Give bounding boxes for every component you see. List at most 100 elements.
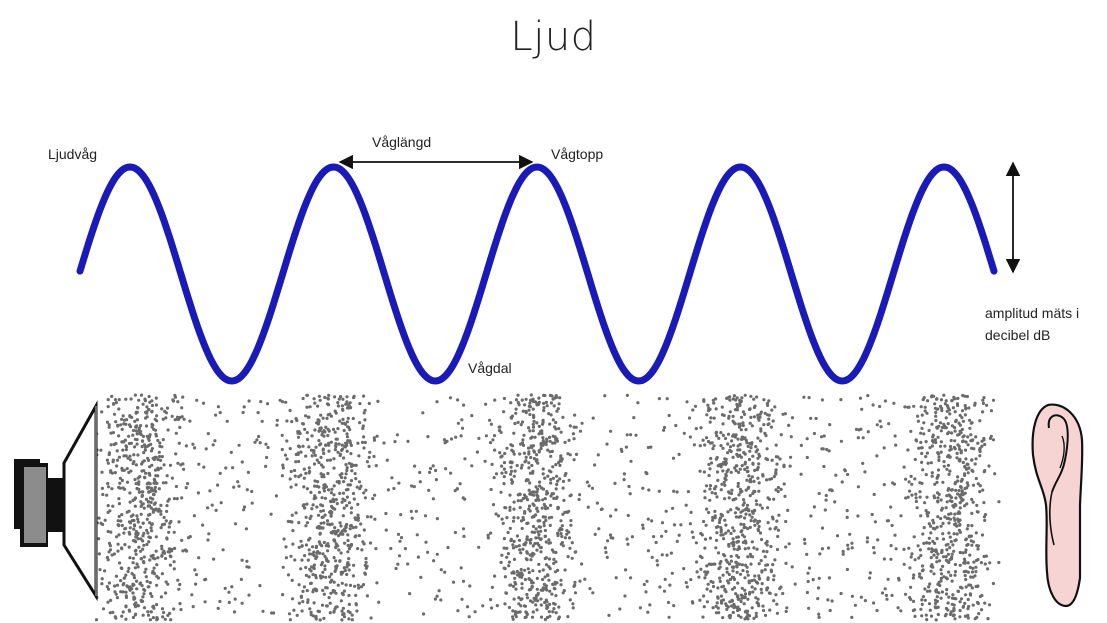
air-particle bbox=[494, 472, 499, 476]
air-particle bbox=[373, 517, 377, 521]
air-particle bbox=[542, 393, 546, 397]
air-particle bbox=[135, 410, 139, 414]
air-particle bbox=[738, 467, 742, 471]
air-particle bbox=[547, 538, 551, 542]
air-particle bbox=[510, 571, 514, 575]
air-particle bbox=[259, 400, 263, 404]
air-particle bbox=[173, 418, 177, 422]
air-particle bbox=[569, 519, 573, 523]
air-particle bbox=[524, 459, 528, 463]
air-particle bbox=[720, 482, 724, 486]
air-particle bbox=[691, 535, 695, 540]
air-particle bbox=[123, 543, 127, 547]
air-particle bbox=[554, 427, 558, 431]
air-particle bbox=[953, 410, 957, 414]
air-particle bbox=[348, 583, 353, 588]
air-particle bbox=[541, 467, 545, 471]
air-particle bbox=[135, 442, 139, 446]
air-particle bbox=[756, 527, 760, 531]
air-particle bbox=[991, 438, 996, 442]
air-particle bbox=[300, 609, 304, 613]
air-particle bbox=[721, 533, 725, 537]
air-particle bbox=[345, 572, 349, 577]
air-particle bbox=[705, 507, 709, 511]
air-particle bbox=[941, 537, 946, 541]
air-particle bbox=[970, 586, 974, 590]
air-particle bbox=[781, 591, 785, 596]
air-particle bbox=[573, 580, 577, 585]
air-particle bbox=[363, 440, 367, 445]
air-particle bbox=[498, 425, 502, 429]
air-particle bbox=[559, 456, 563, 460]
air-particle bbox=[928, 608, 932, 612]
air-particle bbox=[213, 439, 217, 443]
air-particle bbox=[297, 545, 301, 550]
air-particle bbox=[966, 435, 970, 439]
air-particle bbox=[345, 435, 350, 439]
air-particle bbox=[548, 450, 552, 454]
air-particle bbox=[547, 557, 552, 561]
air-particle bbox=[206, 506, 210, 510]
air-particle bbox=[242, 505, 247, 509]
air-particle bbox=[155, 563, 159, 567]
air-particle bbox=[214, 413, 218, 417]
air-particle bbox=[539, 446, 543, 451]
air-particle bbox=[290, 420, 294, 424]
air-particle bbox=[293, 558, 297, 562]
air-particle bbox=[310, 545, 315, 549]
air-particle bbox=[983, 513, 988, 517]
air-particle bbox=[662, 589, 667, 593]
air-particle bbox=[169, 618, 173, 622]
air-particle bbox=[289, 520, 293, 524]
air-particle bbox=[505, 446, 509, 450]
air-particle bbox=[987, 603, 992, 607]
air-particle bbox=[347, 617, 351, 621]
air-particle bbox=[785, 606, 789, 610]
air-particle bbox=[961, 493, 965, 497]
air-particle bbox=[312, 449, 316, 453]
air-particle bbox=[103, 518, 107, 522]
air-particle bbox=[822, 464, 826, 469]
air-particle bbox=[950, 424, 955, 428]
air-particle bbox=[726, 579, 730, 583]
air-particle bbox=[548, 614, 552, 618]
air-particle bbox=[155, 583, 159, 587]
air-particle bbox=[750, 475, 754, 479]
air-particle bbox=[953, 573, 957, 577]
air-particle bbox=[166, 550, 170, 554]
air-particle bbox=[489, 598, 493, 602]
air-particle bbox=[826, 598, 830, 602]
air-particle bbox=[731, 434, 735, 438]
air-particle bbox=[108, 544, 112, 548]
air-particle bbox=[122, 531, 126, 535]
air-particle bbox=[103, 569, 107, 573]
air-particle bbox=[511, 450, 515, 454]
air-particle bbox=[518, 548, 522, 552]
air-particle bbox=[964, 467, 969, 471]
air-particle bbox=[734, 398, 738, 402]
air-particle bbox=[597, 527, 601, 531]
air-particle bbox=[981, 401, 986, 405]
air-particle bbox=[549, 401, 554, 405]
air-particle bbox=[958, 600, 962, 604]
air-particle bbox=[721, 462, 725, 466]
air-particle bbox=[745, 565, 749, 569]
air-particle bbox=[341, 532, 345, 536]
air-particle bbox=[799, 443, 804, 447]
air-particle bbox=[872, 492, 876, 497]
air-particle bbox=[173, 546, 177, 551]
air-particle bbox=[216, 483, 220, 487]
air-particle bbox=[534, 498, 538, 502]
air-particle bbox=[899, 514, 903, 518]
air-particle bbox=[923, 409, 927, 413]
air-particle bbox=[949, 512, 953, 516]
air-particle bbox=[950, 579, 954, 583]
air-particle bbox=[572, 458, 576, 462]
air-particle bbox=[97, 537, 101, 541]
air-particle bbox=[349, 443, 353, 447]
air-particle bbox=[344, 463, 348, 467]
air-particle bbox=[770, 408, 774, 412]
air-particle bbox=[162, 610, 166, 615]
air-particle bbox=[845, 515, 849, 520]
air-particle bbox=[512, 516, 516, 520]
